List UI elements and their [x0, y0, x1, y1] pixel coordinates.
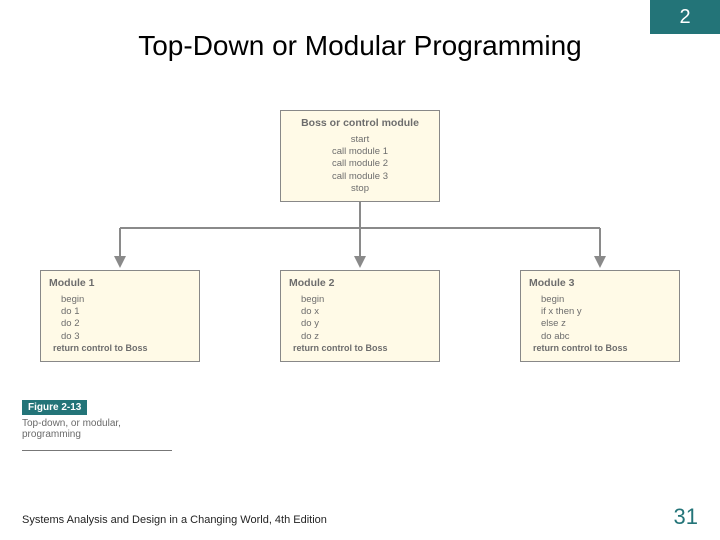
- caption-divider: [22, 450, 172, 451]
- module-return: return control to Boss: [289, 343, 431, 355]
- page-title: Top-Down or Modular Programming: [60, 30, 660, 62]
- module-header: Module 3: [529, 277, 671, 291]
- hierarchy-diagram: Boss or control module start call module…: [40, 110, 680, 370]
- boss-line: stop: [289, 183, 431, 195]
- module-line: do 2: [61, 318, 191, 330]
- module-line: begin: [541, 294, 671, 306]
- module-return: return control to Boss: [529, 343, 671, 355]
- chapter-number: 2: [679, 6, 690, 29]
- boss-line: call module 1: [289, 146, 431, 158]
- module-line: do x: [301, 306, 431, 318]
- module-return: return control to Boss: [49, 343, 191, 355]
- module-line: if x then y: [541, 306, 671, 318]
- figure-number-badge: Figure 2-13: [22, 400, 87, 415]
- footer-text: Systems Analysis and Design in a Changin…: [22, 514, 327, 526]
- chapter-badge: 2: [650, 0, 720, 34]
- module-line: else z: [541, 318, 671, 330]
- module-line: begin: [61, 294, 191, 306]
- boss-line: call module 3: [289, 171, 431, 183]
- module-header: Module 2: [289, 277, 431, 291]
- module-line: do y: [301, 318, 431, 330]
- module-3-box: Module 3 begin if x then y else z do abc…: [520, 270, 680, 362]
- module-line: do abc: [541, 331, 671, 343]
- module-1-box: Module 1 begin do 1 do 2 do 3 return con…: [40, 270, 200, 362]
- boss-line: call module 2: [289, 158, 431, 170]
- module-line: begin: [301, 294, 431, 306]
- boss-line: start: [289, 134, 431, 146]
- boss-module-box: Boss or control module start call module…: [280, 110, 440, 202]
- slide-number: 31: [674, 504, 698, 530]
- module-line: do 3: [61, 331, 191, 343]
- figure-caption-text: Top-down, or modular, programming: [22, 418, 172, 440]
- module-header: Module 1: [49, 277, 191, 291]
- module-line: do 1: [61, 306, 191, 318]
- boss-header: Boss or control module: [289, 117, 431, 131]
- module-line: do z: [301, 331, 431, 343]
- figure-caption-block: Figure 2-13 Top-down, or modular, progra…: [22, 400, 172, 451]
- module-2-box: Module 2 begin do x do y do z return con…: [280, 270, 440, 362]
